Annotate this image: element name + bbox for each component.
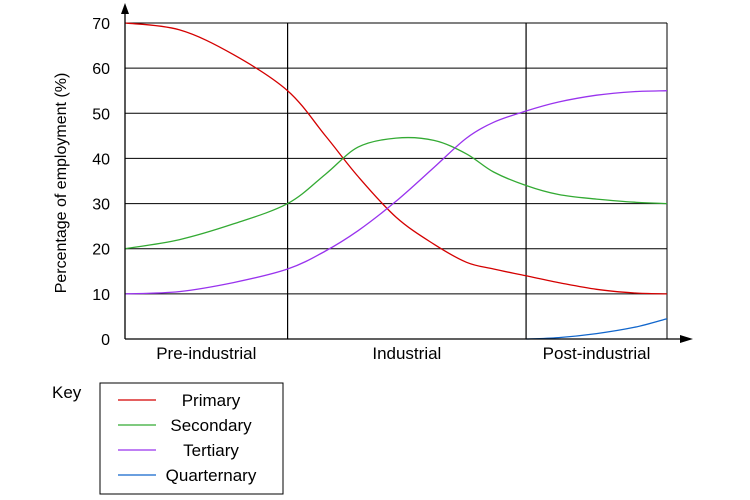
grid — [125, 22, 668, 339]
x-axis-arrow — [680, 335, 693, 343]
series-line-tertiary — [124, 90, 668, 295]
y-tick-50: 50 — [92, 106, 110, 123]
phase-label: Industrial — [372, 344, 441, 363]
phase-labels: Pre-industrial Industrial Post-industrial — [156, 344, 650, 363]
phase-label: Pre-industrial — [156, 344, 256, 363]
axes — [121, 3, 693, 343]
y-tick-10: 10 — [92, 287, 110, 304]
legend: Primary Secondary Tertiary Quarternary — [118, 391, 257, 485]
phase-label: Post-industrial — [543, 344, 651, 363]
legend-label-quarternary: Quarternary — [166, 466, 257, 485]
series-line-quarternary — [526, 318, 668, 340]
legend-label-secondary: Secondary — [170, 416, 252, 435]
legend-label-primary: Primary — [182, 391, 241, 410]
y-tick-20: 20 — [92, 242, 110, 259]
y-tick-70: 70 — [92, 16, 110, 33]
legend-title: Key — [52, 383, 82, 402]
y-tick-0: 0 — [101, 332, 110, 349]
series-line-secondary — [124, 136, 668, 250]
legend-label-tertiary: Tertiary — [183, 441, 239, 460]
series-line-primary — [124, 22, 668, 295]
y-tick-40: 40 — [92, 151, 110, 168]
y-tick-labels: 0 10 20 30 40 50 60 70 — [92, 16, 110, 349]
series-lines — [124, 22, 668, 340]
y-axis-arrow — [121, 3, 129, 14]
y-tick-60: 60 — [92, 61, 110, 78]
y-axis-label: Percentage of employment (%) — [53, 73, 70, 294]
y-tick-30: 30 — [92, 197, 110, 214]
